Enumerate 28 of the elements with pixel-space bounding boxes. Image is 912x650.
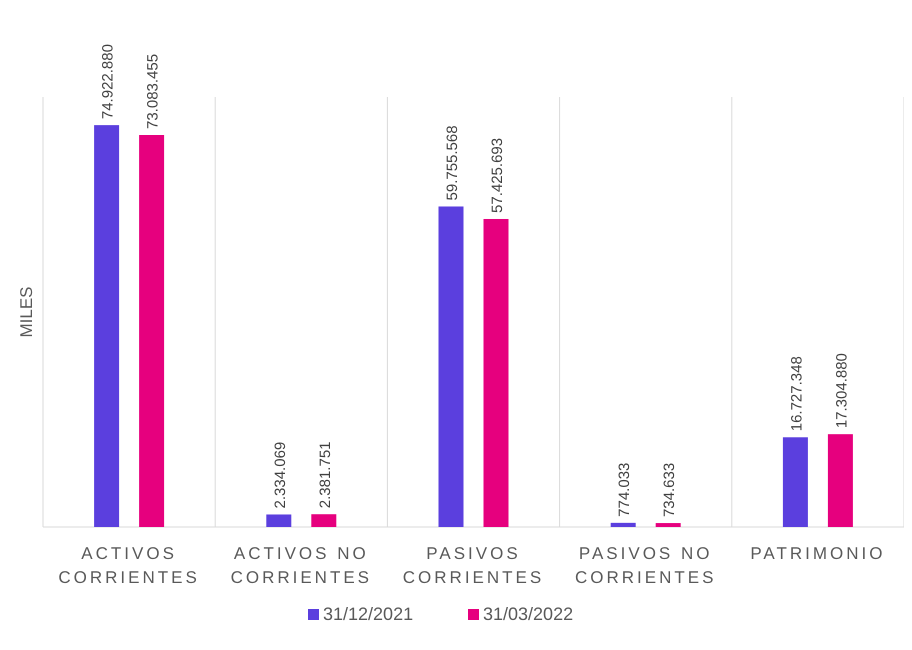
bar [484,218,508,527]
data-label: 57.425.693 [489,138,506,213]
legend-label: 31/03/2022 [483,604,574,624]
y-axis-title: MILES [17,286,36,338]
data-label: 2.334.069 [272,442,289,508]
data-label: 16.727.348 [788,356,806,432]
bar [828,434,853,527]
x-tick-label: PASIVOS CORRIENTES [402,544,544,587]
bar [610,522,636,527]
data-label: 17.304.880 [833,353,850,428]
bar [656,523,681,527]
data-label: 2.381.751 [316,441,334,508]
x-tick-label: PASIVOS NO CORRIENTES [574,544,716,587]
bar [782,437,808,527]
data-label: 59.755.568 [444,125,461,200]
x-tick-label: ACTIVOS CORRIENTES [58,544,200,587]
data-label: 734.633 [661,462,678,518]
legend-label: 31/12/2021 [323,604,414,624]
bar [438,206,464,527]
x-tick-label: ACTIVOS NO CORRIENTES [230,544,372,587]
bar [266,514,292,527]
data-label: 774.033 [616,462,634,517]
data-label: 73.083.455 [144,54,162,129]
bar [311,514,336,527]
bar [139,134,164,527]
data-label: 74.922.880 [100,44,117,120]
x-tick-label: PATRIMONIO [750,544,886,563]
bar [94,125,120,527]
